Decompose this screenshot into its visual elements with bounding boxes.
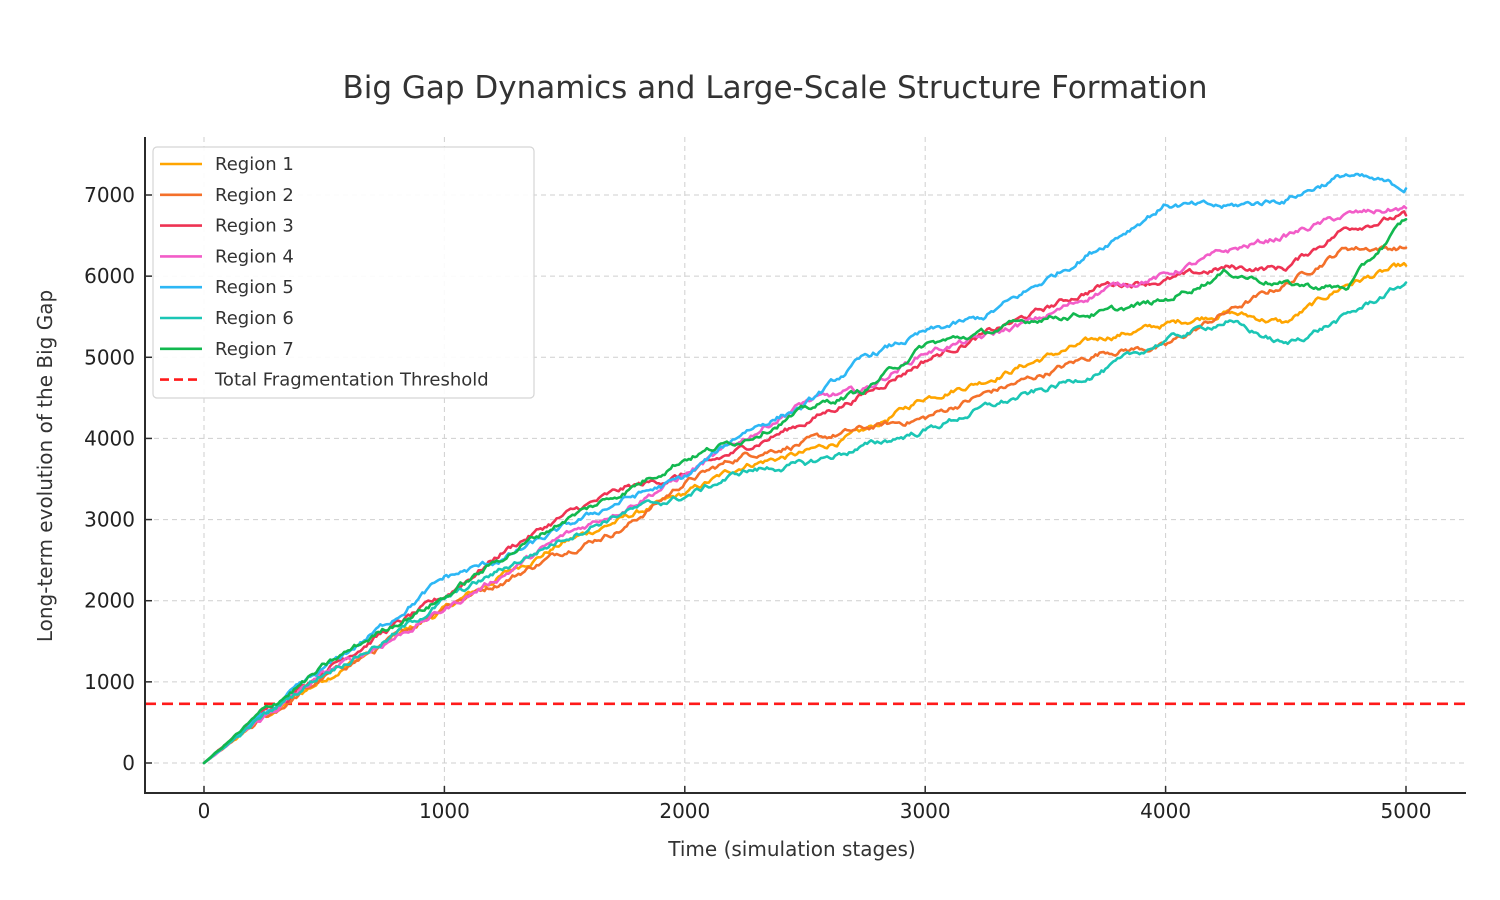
legend-item: Region 2	[160, 185, 294, 206]
chart-title: Big Gap Dynamics and Large-Scale Structu…	[342, 70, 1207, 106]
x-tick-label: 4000	[1140, 799, 1191, 823]
y-tick-label: 4000	[84, 426, 135, 450]
legend-box	[152, 146, 535, 399]
series-line-region-1	[202, 261, 1408, 765]
legend-label: Region 2	[215, 185, 294, 206]
legend-label: Region 5	[215, 277, 294, 298]
series-line-region-6	[202, 281, 1408, 765]
x-tick-label: 5000	[1381, 799, 1432, 823]
legend-label: Region 6	[215, 308, 294, 329]
y-tick-label: 2000	[84, 589, 135, 613]
legend-item: Region 6	[160, 308, 294, 329]
series-line-region-7	[202, 218, 1408, 765]
legend-label: Total Fragmentation Threshold	[214, 370, 489, 391]
legend-item: Region 4	[160, 246, 294, 267]
x-tick-label: 3000	[900, 799, 951, 823]
legend-label: Region 1	[215, 154, 294, 175]
y-tick-label: 6000	[84, 264, 135, 288]
legend-item: Total Fragmentation Threshold	[160, 370, 489, 391]
y-tick-label: 0	[122, 751, 135, 775]
axes	[144, 137, 1466, 794]
legend-item: Region 7	[160, 339, 294, 360]
legend-item: Region 1	[160, 154, 294, 175]
series-layer	[202, 172, 1408, 765]
y-tick-label: 5000	[84, 345, 135, 369]
x-ticks: 0 1000 2000 3000 4000 5000	[198, 786, 1432, 823]
x-tick-label: 0	[198, 799, 211, 823]
x-tick-label: 2000	[659, 799, 710, 823]
legend-item: Region 3	[160, 216, 294, 237]
y-tick-label: 1000	[84, 670, 135, 694]
legend-label: Region 4	[215, 246, 294, 267]
y-ticks: 0 1000 2000 3000 4000 5000 6000 7000	[84, 183, 152, 775]
x-tick-label: 1000	[419, 799, 470, 823]
legend-label: Region 3	[215, 216, 294, 237]
x-axis-label: Time (simulation stages)	[667, 837, 915, 861]
legend: Region 1 Region 2 Region 3 Region 4 Region 5…	[152, 146, 535, 399]
series-line-region-5	[202, 172, 1408, 765]
y-tick-label: 7000	[84, 183, 135, 207]
legend-item: Region 5	[160, 277, 294, 298]
legend-label: Region 7	[215, 339, 294, 360]
y-tick-label: 3000	[84, 508, 135, 532]
y-axis-label: Long-term evolution of the Big Gap	[33, 290, 57, 642]
